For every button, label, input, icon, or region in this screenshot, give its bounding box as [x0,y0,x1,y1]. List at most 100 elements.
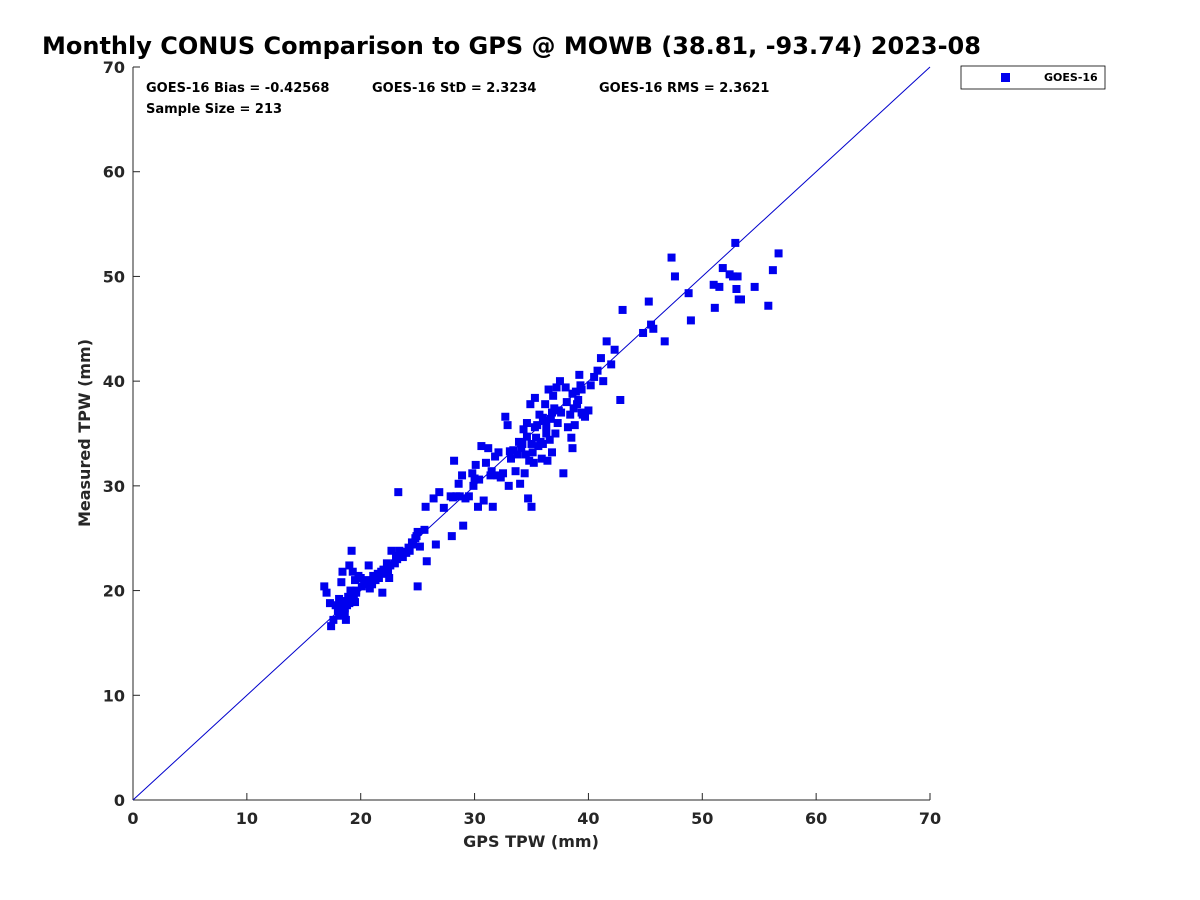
data-point [576,381,585,390]
data-point [329,615,338,624]
data-point [477,442,486,451]
data-point [519,425,528,434]
data-point [538,439,547,448]
data-point [517,444,526,453]
x-tick-label: 40 [577,809,599,828]
data-point [394,488,403,497]
data-point [733,272,742,281]
data-point [464,492,473,501]
data-point [352,588,361,597]
data-point [567,433,576,442]
y-tick-label: 60 [103,163,125,182]
y-tick-label: 50 [103,267,125,286]
data-point [345,599,354,608]
data-point [345,561,354,570]
data-point [686,316,695,325]
data-point [458,471,467,480]
data-point [475,475,484,484]
data-point [575,370,584,379]
data-point [616,395,625,404]
data-point [496,473,505,482]
data-point [420,525,429,534]
data-point [448,493,457,502]
data-point [373,569,382,578]
data-point [473,502,482,511]
data-point [384,566,393,575]
data-point [341,615,350,624]
data-point [562,398,571,407]
data-point [543,456,552,465]
data-point [570,421,579,430]
data-point [413,582,422,591]
data-point [718,264,727,273]
data-point [351,576,360,585]
chart-title: Monthly CONUS Comparison to GPS @ MOWB (… [42,32,981,60]
data-point [736,295,745,304]
data-point [649,324,658,333]
x-tick-label: 70 [919,809,941,828]
data-point [357,582,366,591]
data-point [431,540,440,549]
data-point [569,404,578,413]
data-point [596,354,605,363]
data-point [553,419,562,428]
data-point [618,305,627,314]
data-point [501,412,510,421]
data-point [404,543,413,552]
data-point [481,458,490,467]
data-point [335,594,344,603]
data-point [488,502,497,511]
data-point [524,494,533,503]
data-point [459,521,468,530]
data-point [499,469,508,478]
data-point [529,458,538,467]
data-point [338,567,347,576]
data-point [322,588,331,597]
data-point [387,546,396,555]
data-point [547,408,556,417]
y-axis-label: Measured TPW (mm) [75,339,94,527]
data-point [346,586,355,595]
x-tick-label: 10 [236,809,258,828]
data-point [521,450,530,459]
data-point [764,301,773,310]
data-point [516,479,525,488]
data-point [364,561,373,570]
data-point [484,444,493,453]
data-point [568,389,577,398]
data-point [573,400,582,409]
data-point [415,542,424,551]
x-tick-label: 50 [691,809,713,828]
data-point [537,454,546,463]
data-point [398,553,407,562]
legend-box [960,65,1106,90]
data-point [532,433,541,442]
data-point [378,588,387,597]
data-point [710,303,719,312]
x-tick-label: 60 [805,809,827,828]
data-point [552,383,561,392]
data-point [520,469,529,478]
data-point [450,456,459,465]
data-point [320,582,329,591]
data-point [774,249,783,258]
data-point [337,578,346,587]
x-tick-label: 30 [463,809,485,828]
data-point [586,381,595,390]
data-point [351,598,360,607]
data-point [386,561,395,570]
data-point [541,400,550,409]
data-point [522,419,531,428]
data-point [530,423,539,432]
data-point [397,547,406,556]
sample-size-annotation: Sample Size = 213 [146,102,282,117]
std-annotation: GOES-16 StD = 2.3234 [372,81,536,96]
data-point [494,448,503,457]
data-point [348,567,357,576]
data-point [534,442,543,451]
data-point [684,289,693,298]
data-point [542,422,551,431]
data-point [530,393,539,402]
data-point [647,320,656,329]
